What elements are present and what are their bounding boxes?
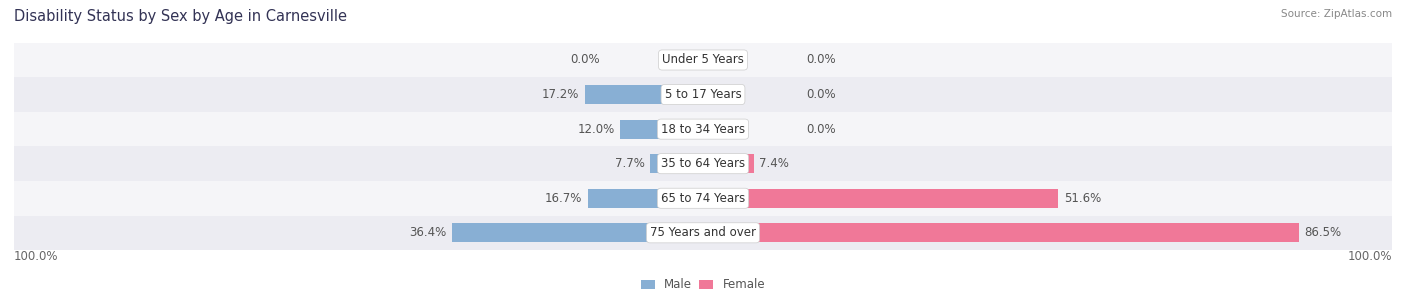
Bar	[14, 43, 1392, 77]
Text: 0.0%: 0.0%	[807, 88, 837, 101]
Text: 0.0%: 0.0%	[807, 123, 837, 136]
Text: 86.5%: 86.5%	[1305, 226, 1341, 239]
Bar	[703, 189, 1059, 208]
Bar	[703, 223, 1299, 242]
Legend: Male, Female: Male, Female	[636, 274, 770, 296]
Text: 18 to 34 Years: 18 to 34 Years	[661, 123, 745, 136]
Text: 0.0%: 0.0%	[807, 53, 837, 66]
Bar	[650, 154, 703, 173]
Text: Under 5 Years: Under 5 Years	[662, 53, 744, 66]
Bar	[14, 112, 1392, 146]
Text: 7.4%: 7.4%	[759, 157, 789, 170]
Text: 100.0%: 100.0%	[14, 250, 59, 263]
Text: 75 Years and over: 75 Years and over	[650, 226, 756, 239]
Text: 36.4%: 36.4%	[409, 226, 447, 239]
Bar	[620, 120, 703, 138]
Bar	[703, 154, 754, 173]
Text: 16.7%: 16.7%	[546, 192, 582, 205]
Bar	[14, 146, 1392, 181]
Text: 0.0%: 0.0%	[569, 53, 599, 66]
Text: 35 to 64 Years: 35 to 64 Years	[661, 157, 745, 170]
Text: 51.6%: 51.6%	[1064, 192, 1101, 205]
Text: 5 to 17 Years: 5 to 17 Years	[665, 88, 741, 101]
Bar	[14, 181, 1392, 216]
Text: 7.7%: 7.7%	[614, 157, 644, 170]
Bar	[14, 77, 1392, 112]
Text: Disability Status by Sex by Age in Carnesville: Disability Status by Sex by Age in Carne…	[14, 9, 347, 24]
Bar	[453, 223, 703, 242]
Text: 65 to 74 Years: 65 to 74 Years	[661, 192, 745, 205]
Bar	[588, 189, 703, 208]
Bar	[585, 85, 703, 104]
Text: 100.0%: 100.0%	[1347, 250, 1392, 263]
Text: 12.0%: 12.0%	[578, 123, 614, 136]
Text: Source: ZipAtlas.com: Source: ZipAtlas.com	[1281, 9, 1392, 19]
Text: 17.2%: 17.2%	[541, 88, 579, 101]
Bar	[14, 216, 1392, 250]
